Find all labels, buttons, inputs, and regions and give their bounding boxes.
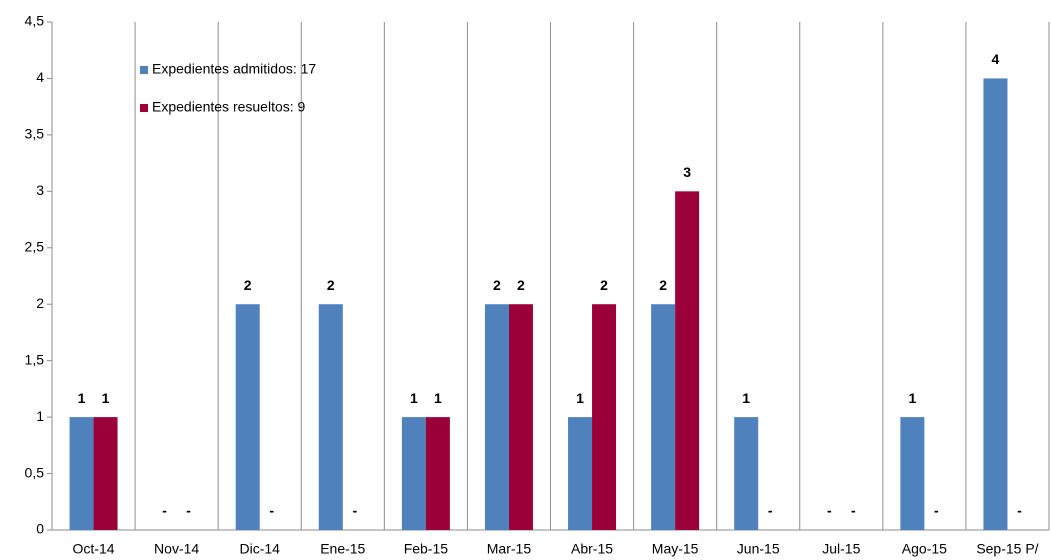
legend-label: Expedientes admitidos: 17 <box>152 61 316 77</box>
value-label: 4 <box>992 51 1000 67</box>
value-label: - <box>186 503 191 519</box>
x-tick-label: Sep-15 P/ <box>976 541 1038 557</box>
value-label: 2 <box>244 277 252 293</box>
y-tick-label: 4 <box>36 69 44 85</box>
value-label: 1 <box>434 390 442 406</box>
y-tick-label: 2,5 <box>25 238 45 254</box>
bar <box>318 304 343 530</box>
value-label: - <box>162 503 167 519</box>
bar <box>425 417 450 530</box>
value-label: - <box>269 503 274 519</box>
x-tick-label: Ene-15 <box>320 541 365 557</box>
value-label: - <box>827 503 832 519</box>
y-tick-label: 2 <box>36 295 44 311</box>
y-tick-label: 3,5 <box>25 126 45 142</box>
x-tick-label: Jun-15 <box>737 541 780 557</box>
bar <box>651 304 676 530</box>
value-label: 1 <box>576 390 584 406</box>
value-label: 2 <box>659 277 667 293</box>
value-label: 1 <box>78 390 86 406</box>
bar <box>900 417 925 530</box>
value-label: - <box>934 503 939 519</box>
value-label: 1 <box>410 390 418 406</box>
y-tick-label: 4,5 <box>25 13 45 29</box>
x-tick-label: May-15 <box>652 541 699 557</box>
value-label: - <box>352 503 357 519</box>
x-tick-label: Oct-14 <box>73 541 115 557</box>
value-label: 2 <box>327 277 335 293</box>
x-tick-label: Nov-14 <box>154 541 199 557</box>
x-tick-label: Jul-15 <box>822 541 860 557</box>
bar <box>983 78 1008 530</box>
legend-swatch <box>140 66 148 74</box>
y-tick-label: 1,5 <box>25 351 45 367</box>
x-tick-label: Dic-14 <box>239 541 280 557</box>
bar <box>93 417 118 530</box>
y-tick-label: 0 <box>36 521 44 537</box>
legend-label: Expedientes resueltos: 9 <box>152 99 306 115</box>
bar <box>592 304 617 530</box>
x-tick-label: Abr-15 <box>571 541 613 557</box>
y-tick-label: 1 <box>36 408 44 424</box>
bar <box>401 417 426 530</box>
x-tick-label: Feb-15 <box>404 541 449 557</box>
bar <box>675 191 700 531</box>
bar <box>734 417 759 530</box>
y-tick-label: 3 <box>36 182 44 198</box>
value-label: 2 <box>600 277 608 293</box>
value-label: - <box>768 503 773 519</box>
legend-swatch <box>140 104 148 112</box>
bar <box>568 417 593 530</box>
bar <box>69 417 94 530</box>
value-label: 1 <box>908 390 916 406</box>
bar <box>508 304 533 530</box>
value-label: - <box>1017 503 1022 519</box>
value-label: 1 <box>102 390 110 406</box>
bar <box>235 304 260 530</box>
x-tick-label: Ago-15 <box>902 541 947 557</box>
value-label: 2 <box>517 277 525 293</box>
y-tick-label: 0,5 <box>25 464 45 480</box>
value-label: 2 <box>493 277 501 293</box>
value-label: - <box>851 503 856 519</box>
bar <box>484 304 509 530</box>
x-tick-label: Mar-15 <box>487 541 532 557</box>
value-label: 3 <box>683 164 691 180</box>
value-label: 1 <box>742 390 750 406</box>
